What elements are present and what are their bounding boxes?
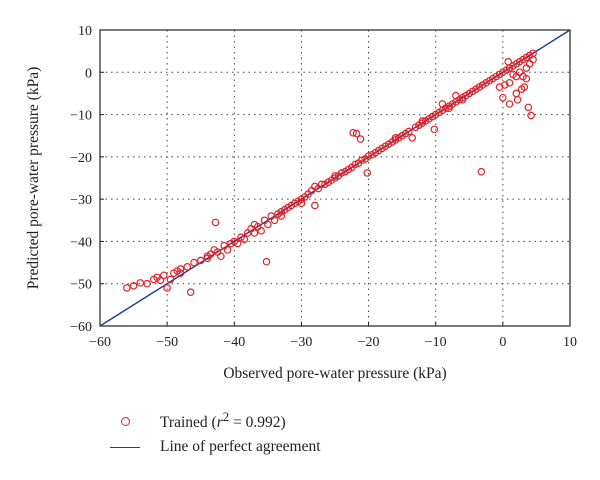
data-point	[356, 135, 365, 143]
data-point	[270, 216, 279, 225]
data-point	[452, 91, 460, 100]
y-tick-label: 10	[78, 24, 92, 39]
y-axis-label: Predicted pore-water pressure (kPa)	[25, 67, 42, 290]
data-point	[499, 93, 507, 102]
data-point	[166, 275, 175, 284]
data-point	[418, 117, 427, 125]
data-point	[217, 252, 225, 261]
y-tick-label: −20	[70, 151, 92, 166]
x-tick-label: 0	[499, 335, 506, 350]
data-point	[364, 152, 373, 160]
data-point	[505, 79, 514, 87]
x-tick-label: 10	[563, 335, 577, 350]
y-tick-label: −40	[70, 235, 92, 250]
data-point	[527, 111, 535, 120]
data-point	[524, 103, 533, 112]
data-point	[349, 128, 357, 137]
data-point	[233, 239, 242, 248]
data-point	[529, 55, 537, 64]
y-tick-label: −50	[70, 278, 92, 293]
data-point	[408, 134, 417, 142]
data-point	[163, 284, 171, 292]
data-point	[257, 227, 265, 235]
data-point	[159, 271, 168, 280]
tick-labels: −60 −50 −40 −30 −20 −10 0 10 −60 −50 −40 −30 −20 −10 0…	[70, 24, 577, 350]
data-point	[196, 256, 205, 265]
data-point	[211, 218, 220, 227]
x-tick-label: −50	[156, 335, 178, 350]
data-point	[250, 229, 259, 237]
y-tick-label: 0	[85, 66, 92, 81]
data-point	[520, 83, 529, 91]
data-point	[351, 160, 359, 169]
data-point	[512, 89, 521, 98]
data-point	[405, 127, 413, 136]
data-point	[337, 169, 346, 177]
data-marks	[99, 29, 571, 327]
data-point	[522, 64, 531, 72]
x-axis-label: Observed pore-water pressure (kPa)	[223, 365, 446, 382]
line-marker-icon	[108, 437, 142, 457]
data-point	[129, 282, 138, 290]
open-circle-marker-icon	[108, 411, 142, 431]
legend-item-perfect-agreement: Line of perfect agreement	[108, 434, 321, 460]
data-point	[176, 265, 185, 273]
data-point	[430, 125, 439, 134]
data-point	[240, 235, 249, 244]
data-point	[156, 276, 165, 285]
x-tick-label: −10	[425, 335, 447, 350]
legend-label-trained: Trained (r2 = 0.992)	[160, 409, 286, 432]
data-point	[277, 212, 286, 220]
data-point	[183, 262, 192, 271]
data-point	[317, 180, 326, 189]
data-point	[264, 220, 272, 229]
data-point	[262, 257, 271, 266]
data-point	[438, 100, 447, 108]
data-point	[311, 201, 319, 210]
data-point	[311, 182, 319, 191]
x-tick-label: −30	[290, 335, 312, 350]
data-point	[176, 269, 185, 277]
data-point	[363, 169, 372, 177]
data-point	[477, 167, 486, 176]
y-tick-label: −30	[70, 193, 92, 208]
legend-item-trained: Trained (r2 = 0.992)	[108, 408, 321, 434]
x-tick-label: −20	[358, 335, 380, 350]
data-point	[123, 284, 131, 292]
x-tick-label: −40	[223, 335, 245, 350]
data-point	[505, 100, 514, 108]
data-point	[504, 57, 513, 66]
scatter-chart: −60 −50 −40 −30 −20 −10 0 10 −60 −50 −40 −30 −20 −10 0…	[25, 24, 577, 382]
data-point	[352, 129, 361, 138]
data-point	[186, 288, 195, 296]
data-point	[203, 252, 212, 261]
data-point	[250, 220, 259, 229]
data-point	[223, 246, 232, 254]
data-point	[522, 74, 531, 83]
data-point	[525, 60, 534, 68]
data-point	[513, 95, 522, 104]
data-point	[358, 156, 366, 165]
data-point	[458, 95, 467, 104]
data-point	[391, 134, 400, 142]
data-point	[331, 172, 339, 180]
data-point	[143, 279, 151, 288]
data-point	[136, 279, 145, 287]
data-point	[515, 68, 524, 77]
y-tick-label: −60	[70, 320, 92, 335]
data-point	[277, 208, 286, 216]
data-point	[190, 258, 198, 267]
data-point	[445, 104, 453, 113]
perfect-agreement-line	[99, 29, 571, 327]
data-point	[297, 199, 306, 208]
grid	[100, 30, 570, 326]
legend: Trained (r2 = 0.992) Line of perfect agr…	[108, 408, 321, 460]
x-tick-label: −60	[89, 335, 111, 350]
plot-frame	[99, 29, 571, 327]
data-point	[495, 83, 504, 91]
y-tick-label: −10	[70, 109, 92, 124]
legend-label-perfect-agreement: Line of perfect agreement	[160, 438, 321, 455]
